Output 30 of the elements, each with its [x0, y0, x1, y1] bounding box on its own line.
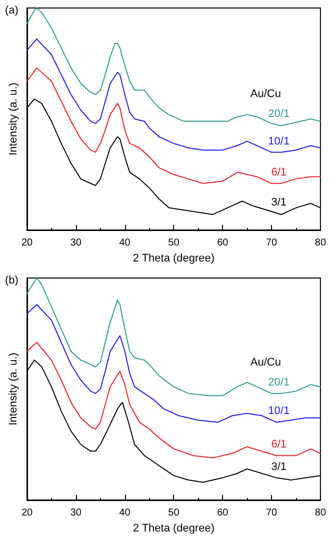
- x-axis-title: 2 Theta (degree): [132, 252, 215, 264]
- series-label: 20/1: [268, 376, 290, 388]
- x-axis-title: 2 Theta (degree): [132, 522, 215, 534]
- x-tick-label: 20: [21, 508, 33, 518]
- x-tick-label: 70: [266, 238, 278, 248]
- chart-title: (b): [5, 274, 18, 286]
- x-tick-label: 50: [168, 508, 180, 518]
- legend-title: Au/Cu: [250, 356, 281, 368]
- x-tick-label: 60: [217, 238, 229, 248]
- x-tick-label: 40: [119, 508, 131, 518]
- series-label: 10/1: [268, 404, 290, 417]
- series-label: 3/1: [271, 196, 287, 209]
- x-tick-label: 80: [314, 508, 326, 518]
- series-label: 3/1: [271, 461, 287, 474]
- x-tick-label: 70: [266, 508, 278, 518]
- legend-title: Au/Cu: [250, 88, 281, 100]
- series-label: 6/1: [271, 166, 287, 178]
- series-label: 10/1: [268, 135, 290, 148]
- x-tick-label: 80: [314, 238, 326, 248]
- x-tick-label: 50: [168, 238, 180, 248]
- x-tick-label: 30: [70, 238, 82, 248]
- x-tick-label: 20: [21, 238, 33, 248]
- series-label: 20/1: [268, 108, 290, 120]
- x-tick-label: 30: [70, 508, 82, 518]
- x-tick-label: 40: [119, 238, 131, 248]
- x-tick-label: 60: [217, 508, 229, 518]
- chart-title: (a): [5, 4, 18, 16]
- y-axis-title: Intensity (a. u.): [8, 352, 20, 426]
- y-axis-title: Intensity (a. u.): [8, 82, 20, 156]
- series-label: 6/1: [271, 438, 287, 451]
